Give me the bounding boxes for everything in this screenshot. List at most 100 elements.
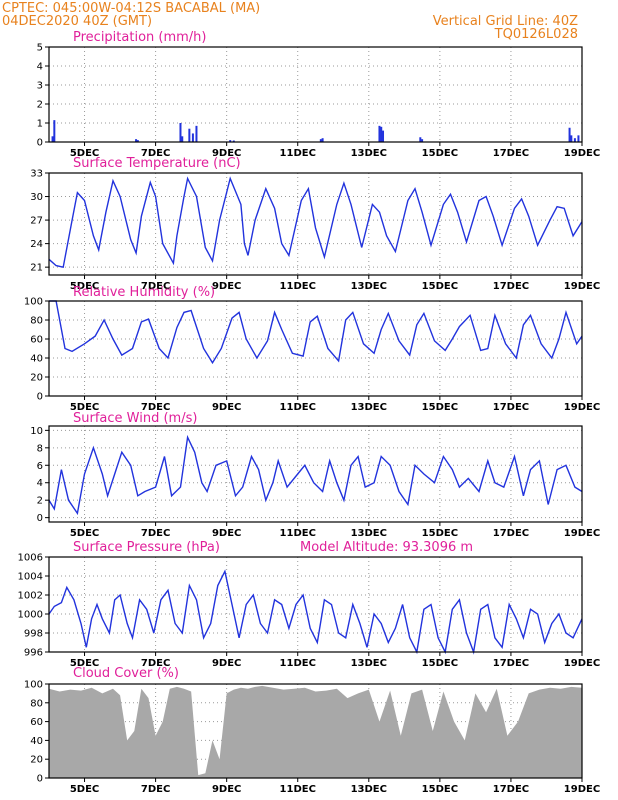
x-tick-label: 15DEC (422, 281, 458, 292)
x-tick-label: 13DEC (351, 148, 387, 159)
rh-title: Relative Humidity (%) (73, 285, 215, 300)
x-tick-label: 9DEC (212, 528, 241, 539)
x-tick-label: 19DEC (564, 148, 600, 159)
precip-bar (232, 140, 235, 142)
y-tick-label: 4 (37, 62, 43, 73)
x-tick-label: 19DEC (564, 784, 600, 795)
panel-wind: 0 2 4 6 8 10 5DEC 7DEC 9DEC 11DEC 13DEC 15DEC 17DEC 1… (30, 411, 600, 539)
panel-precip: 0 1 2 3 4 5 5DEC 7DEC 9DEC 11DEC 13DEC 15DEC 17DEC 19… (37, 30, 601, 159)
y-tick-label: 3 (37, 81, 43, 92)
y-tick-label: 10 (30, 426, 43, 437)
y-tick-label: 20 (30, 755, 43, 766)
cloud-cover-area (49, 685, 582, 778)
precip-bar (191, 133, 194, 142)
precip-bar (321, 138, 324, 142)
y-tick-label: 100 (24, 297, 43, 308)
y-tick-label: 2 (37, 496, 43, 507)
precip-bar (570, 135, 573, 142)
y-tick-label: 1000 (18, 610, 43, 621)
header-datetime: 04DEC2020 40Z (GMT) (2, 14, 152, 29)
x-tick-label: 11DEC (280, 784, 316, 795)
y-tick-label: 1006 (18, 553, 43, 564)
wind-title: Surface Wind (m/s) (73, 411, 197, 426)
precip-bar (195, 125, 198, 142)
y-tick-label: 21 (30, 263, 43, 274)
x-tick-label: 15DEC (422, 528, 458, 539)
precip-bar (53, 120, 56, 142)
pres-subtitle: Model Altitude: 93.3096 m (300, 540, 473, 555)
y-tick-label: 30 (30, 192, 43, 203)
y-tick-label: 40 (30, 736, 43, 747)
precip-bar (568, 127, 571, 142)
y-tick-label: 0 (37, 392, 43, 403)
x-tick-label: 7DEC (141, 784, 170, 795)
x-tick-label: 13DEC (351, 784, 387, 795)
panel-frame (48, 46, 583, 143)
panel-pres: 996 998 1000 1002 1004 1006 5DEC 7DEC 9DEC 11DEC 1… (18, 540, 601, 669)
precip-title: Precipitation (mm/h) (73, 30, 206, 45)
x-tick-label: 7DEC (141, 658, 170, 669)
header-location: CPTEC: 045:00W-04:12S BACABAL (MA) (2, 1, 260, 16)
y-tick-label: 998 (24, 629, 43, 640)
x-tick-label: 5DEC (70, 528, 99, 539)
x-tick-label: 19DEC (564, 658, 600, 669)
x-tick-label: 15DEC (422, 658, 458, 669)
x-tick-label: 17DEC (493, 658, 529, 669)
y-tick-label: 1002 (18, 591, 43, 602)
x-tick-label: 19DEC (564, 528, 600, 539)
x-tick-label: 5DEC (70, 784, 99, 795)
precip-bar (229, 140, 232, 142)
panels-group: 0 1 2 3 4 5 5DEC 7DEC 9DEC 11DEC 13DEC 15DEC 17DEC 19… (18, 30, 601, 795)
panel-frame (48, 172, 583, 276)
x-tick-label: 19DEC (564, 281, 600, 292)
x-tick-label: 9DEC (212, 148, 241, 159)
x-tick-label: 7DEC (141, 148, 170, 159)
x-tick-label: 11DEC (280, 528, 316, 539)
y-tick-label: 24 (30, 239, 43, 250)
x-tick-label: 9DEC (212, 402, 241, 413)
y-tick-label: 0 (37, 774, 43, 785)
precip-bar (181, 136, 184, 142)
y-tick-label: 27 (30, 216, 43, 227)
x-tick-label: 13DEC (351, 528, 387, 539)
wind-series-line (48, 434, 583, 516)
x-tick-label: 7DEC (141, 528, 170, 539)
header-grid-note: Vertical Grid Line: 40Z (433, 14, 578, 29)
temp-series-line (48, 176, 583, 269)
header-code: TQ0126L028 (494, 27, 578, 42)
y-tick-label: 1004 (18, 572, 43, 583)
precip-bar (51, 136, 54, 142)
panel-frame (48, 300, 583, 397)
y-tick-label: 80 (30, 698, 43, 709)
x-tick-label: 11DEC (280, 658, 316, 669)
panel-frame (48, 683, 583, 779)
x-tick-label: 13DEC (351, 281, 387, 292)
panel-temp: 21 24 27 30 33 5DEC 7DEC 9DEC 11DEC 13DEC 15DEC 17D… (30, 156, 600, 292)
x-tick-label: 11DEC (280, 402, 316, 413)
precip-bar (421, 139, 424, 142)
x-tick-label: 13DEC (351, 402, 387, 413)
precip-bar (380, 126, 383, 142)
y-tick-label: 0 (37, 513, 43, 524)
x-tick-label: 15DEC (422, 402, 458, 413)
y-tick-label: 60 (30, 335, 43, 346)
x-tick-label: 17DEC (493, 402, 529, 413)
y-tick-label: 80 (30, 316, 43, 327)
x-tick-label: 13DEC (351, 658, 387, 669)
y-tick-label: 0 (37, 138, 43, 149)
x-tick-label: 17DEC (493, 281, 529, 292)
panel-rh: 0 20 40 60 80 100 5DEC 7DEC 9DEC 11DEC 13DEC 15DEC 1… (24, 285, 600, 413)
precip-bar (188, 128, 191, 142)
y-tick-label: 1 (37, 119, 43, 130)
x-tick-label: 9DEC (212, 784, 241, 795)
x-tick-label: 17DEC (493, 148, 529, 159)
x-tick-label: 15DEC (422, 784, 458, 795)
precip-bar (319, 139, 322, 142)
precip-bar (419, 137, 422, 142)
x-tick-label: 19DEC (564, 402, 600, 413)
pres-title: Surface Pressure (hPa) (73, 540, 220, 555)
y-tick-label: 4 (37, 478, 43, 489)
x-tick-label: 5DEC (70, 402, 99, 413)
x-tick-label: 17DEC (493, 528, 529, 539)
